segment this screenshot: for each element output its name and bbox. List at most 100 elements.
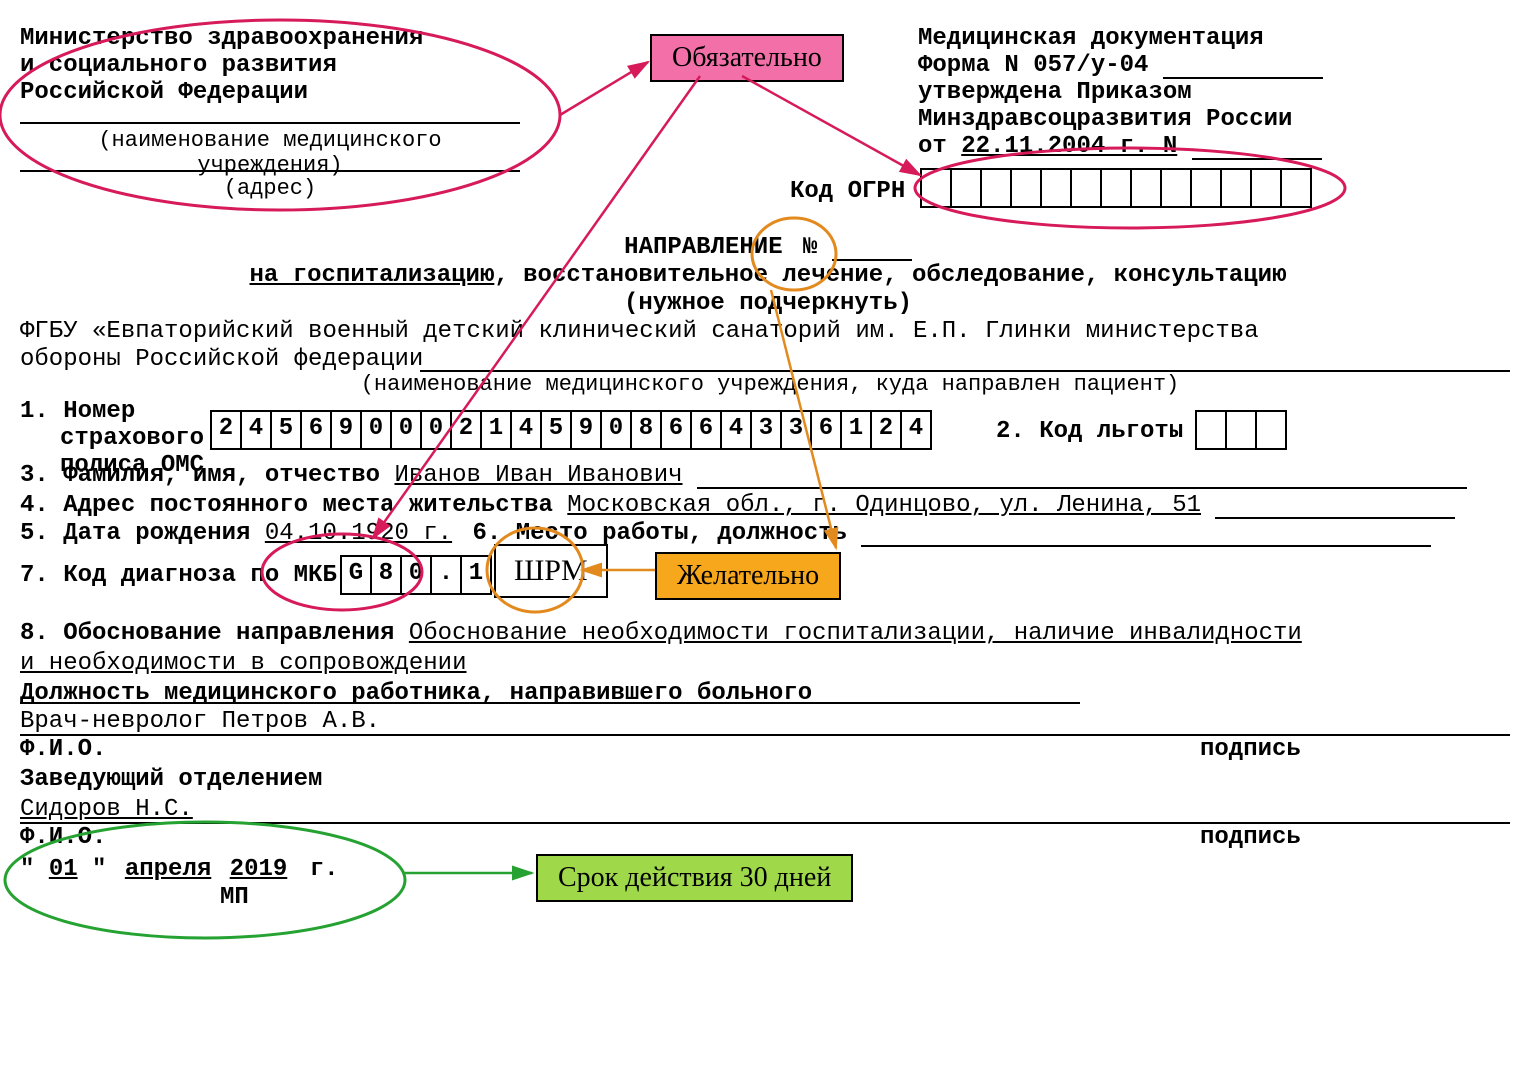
ogrn-label: Код ОГРН: [790, 178, 905, 205]
cell: [1100, 168, 1132, 208]
cell: [1040, 168, 1072, 208]
cell: 4: [240, 410, 272, 450]
cell: 3: [750, 410, 782, 450]
mp-label: МП: [220, 884, 249, 911]
title-line1: НАПРАВЛЕНИЕ №: [0, 234, 1536, 261]
item2-label: 2. Код льготы: [996, 418, 1183, 445]
cell: 8: [630, 410, 662, 450]
cell: [1010, 168, 1042, 208]
justification-line1: Обоснование необходимости госпитализации…: [409, 620, 1302, 647]
cell: [1190, 168, 1222, 208]
address-value: Московская обл., г. Одинцово, ул. Ленина…: [567, 492, 1201, 519]
cell: [1160, 168, 1192, 208]
referral-number-blank: [832, 239, 912, 261]
doctor-name: Врач-невролог Петров А.В.: [20, 708, 380, 735]
cell: .: [430, 555, 462, 595]
date-day: 01: [49, 856, 78, 883]
cell: [1250, 168, 1282, 208]
fio-label-1: Ф.И.О.: [20, 736, 106, 763]
doc-meta-block: Медицинская документация Форма N 057/у-0…: [918, 25, 1518, 160]
badge-optional-label: Желательно: [677, 560, 819, 591]
cell: [980, 168, 1012, 208]
role-heading: Должность медицинского работника, направ…: [20, 680, 812, 707]
date-block: " 01 " апреля 2019 г.: [20, 856, 339, 883]
benefit-cells: [1195, 410, 1287, 450]
address-caption: (адрес): [20, 176, 520, 201]
cell: [920, 168, 952, 208]
date-month: апреля: [125, 856, 211, 883]
cell: 4: [720, 410, 752, 450]
cell: 4: [510, 410, 542, 450]
title-line2: на госпитализацию, восстановительное леч…: [0, 262, 1536, 289]
title-line3: (нужное подчеркнуть): [0, 290, 1536, 317]
policy-cells: 245690002145908664336124: [210, 410, 932, 450]
doc-meta-line2: Форма N 057/у-04: [918, 52, 1518, 79]
ministry-line2: и социального развития: [20, 52, 520, 79]
cell: 0: [400, 555, 432, 595]
cell: [1255, 410, 1287, 450]
cell: 2: [450, 410, 482, 450]
cell: 6: [660, 410, 692, 450]
item5-6-row: 5. Дата рождения 04.10.1920 г. 6. Место …: [20, 520, 1510, 547]
order-number-blank: [1192, 138, 1322, 160]
item4-row: 4. Адрес постоянного места жительства Мо…: [20, 492, 1510, 519]
head-label: Заведующий отделением: [20, 766, 322, 793]
doc-meta-line4: Минздравсоцразвития России: [918, 106, 1518, 133]
destination-caption: (наименование медицинского учреждения, к…: [220, 372, 1320, 397]
cell: 0: [420, 410, 452, 450]
shrm-box: ШРМ: [494, 544, 608, 598]
doc-meta-line1: Медицинская документация: [918, 25, 1518, 52]
destination-line2: обороны Российской федерации: [20, 346, 423, 373]
cell: 0: [390, 410, 422, 450]
item7-label: 7. Код диагноза по МКБ: [20, 562, 337, 589]
cell: 5: [540, 410, 572, 450]
cell: 9: [570, 410, 602, 450]
cell: [1280, 168, 1312, 208]
date-year: 2019: [230, 856, 288, 883]
cell: 3: [780, 410, 812, 450]
badge-validity-label: Срок действия 30 дней: [558, 862, 831, 893]
issuer-block: Министерство здравоохранения и социально…: [20, 25, 520, 106]
cell: 2: [210, 410, 242, 450]
head-name: Сидоров Н.С.: [20, 796, 193, 823]
ogrn-cells: [920, 168, 1312, 208]
mkb-cells: G80.1: [340, 555, 492, 595]
cell: 0: [360, 410, 392, 450]
cell: 8: [370, 555, 402, 595]
cell: 5: [270, 410, 302, 450]
cell: 6: [300, 410, 332, 450]
fio-value: Иванов Иван Иванович: [394, 462, 682, 489]
fio-label-2: Ф.И.О.: [20, 824, 106, 851]
sign-label-1: подпись: [1200, 736, 1301, 763]
badge-mandatory-label: Обязательно: [672, 42, 822, 73]
cell: 2: [870, 410, 902, 450]
cell: [1195, 410, 1227, 450]
cell: [950, 168, 982, 208]
sign-label-2: подпись: [1200, 824, 1301, 851]
cell: [1130, 168, 1162, 208]
cell: [1220, 168, 1252, 208]
cell: 0: [600, 410, 632, 450]
cell: 1: [460, 555, 492, 595]
issuer-underline-1: [20, 120, 520, 124]
cell: 6: [810, 410, 842, 450]
cell: 4: [900, 410, 932, 450]
cell: [1070, 168, 1102, 208]
justification-line2: и необходимости в сопровождении: [20, 650, 466, 677]
ministry-line3: Российской Федерации: [20, 79, 520, 106]
dob-value: 04.10.1920 г.: [265, 520, 452, 547]
ministry-line1: Министерство здравоохранения: [20, 25, 520, 52]
item8-row1: 8. Обоснование направления Обоснование н…: [20, 620, 1510, 647]
item3-row: 3. Фамилия, имя, отчество Иванов Иван Ив…: [20, 462, 1510, 489]
cell: 1: [480, 410, 512, 450]
form-number-blank: [1163, 57, 1323, 79]
cell: 1: [840, 410, 872, 450]
cell: G: [340, 555, 372, 595]
badge-validity: Срок действия 30 дней: [536, 854, 853, 902]
doc-meta-line3: утверждена Приказом: [918, 79, 1518, 106]
cell: [1225, 410, 1257, 450]
doc-meta-line5: от 22.11.2004 г. N: [918, 133, 1518, 160]
cell: 6: [690, 410, 722, 450]
destination-line1: ФГБУ «Евпаторийский военный детский клин…: [20, 318, 1510, 345]
badge-mandatory: Обязательно: [650, 34, 844, 82]
